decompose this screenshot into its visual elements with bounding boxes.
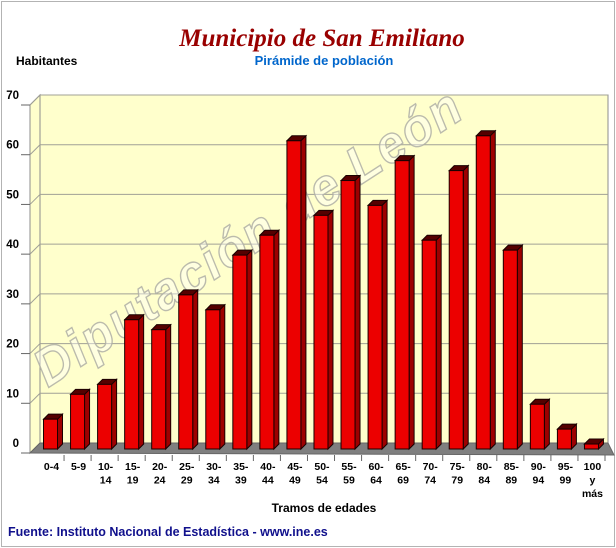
gridline-wall — [29, 392, 41, 404]
source-line: Fuente: Instituto Nacional de Estadístic… — [8, 525, 328, 539]
gridline-wall — [29, 343, 41, 354]
gridline-wall — [29, 144, 41, 156]
bar-100 y más — [583, 437, 605, 451]
bar-20-24 — [150, 323, 172, 451]
gridline-wall — [29, 293, 41, 305]
y-tick-label: 50 — [6, 189, 19, 201]
y-tick-label: 0 — [13, 438, 19, 450]
x-tick-label: 100 y más — [582, 461, 603, 500]
bar-70-74 — [420, 233, 443, 451]
x-tick-label: 60-64 — [368, 461, 384, 487]
x-tick-label: 55-59 — [341, 461, 357, 487]
x-tick-label: 65-69 — [396, 461, 412, 487]
bar-45-49 — [285, 134, 308, 451]
x-tick-label: 15-19 — [125, 461, 141, 487]
x-tick-label: 35-39 — [233, 461, 249, 487]
x-axis-title: Tramos de edades — [271, 501, 377, 515]
bar-0-4 — [42, 412, 64, 451]
x-tick-label: 95-99 — [558, 461, 574, 487]
plot-side-wall — [29, 93, 41, 455]
page-title: Municipio de San Emiliano — [179, 24, 465, 52]
y-axis-title: Habitantes — [16, 54, 78, 68]
bar-75-79 — [448, 164, 470, 451]
chart-subtitle: Pirámide de población — [254, 53, 394, 68]
bar-65-69 — [393, 154, 416, 451]
x-tick-label: 85-89 — [504, 461, 520, 487]
x-tick-label: 30-34 — [206, 461, 222, 487]
bar-5-9 — [69, 388, 91, 451]
x-tick-label: 70-74 — [423, 461, 439, 487]
x-tick-label: 20-24 — [152, 461, 168, 487]
x-tick-label: 40-44 — [260, 461, 276, 487]
bar-25-29 — [177, 288, 199, 451]
gridline-wall — [29, 243, 41, 255]
x-tick-label: 90-94 — [531, 461, 547, 487]
x-tick-label: 45-49 — [287, 461, 303, 487]
y-tick-label: 20 — [6, 339, 19, 351]
bar-30-34 — [204, 303, 226, 451]
y-tick-label: 30 — [6, 289, 19, 301]
bar-80-84 — [475, 129, 497, 451]
bar-85-89 — [502, 243, 524, 451]
x-tick-label: 75-79 — [450, 461, 466, 487]
y-tick-label: 70 — [6, 90, 19, 102]
bar-60-64 — [366, 199, 389, 451]
x-tick-label: 50-54 — [314, 461, 330, 487]
bar-90-94 — [529, 398, 551, 451]
y-tick-label: 60 — [6, 140, 19, 152]
bar-10-14 — [96, 378, 118, 451]
bar-40-44 — [258, 229, 281, 451]
x-tick-label: 5-9 — [71, 461, 86, 473]
bar-15-19 — [123, 313, 145, 451]
x-tick-label: 10-14 — [98, 461, 114, 487]
bar-55-59 — [339, 174, 362, 451]
y-tick-label: 10 — [6, 388, 19, 400]
x-tick-label: 0-4 — [44, 461, 59, 473]
x-tick-label: 80-84 — [477, 461, 493, 487]
x-tick-label: 25-29 — [179, 461, 195, 487]
bar-95-99 — [556, 422, 578, 451]
bar-50-54 — [312, 209, 335, 451]
gridline-wall — [29, 94, 41, 106]
bar-35-39 — [231, 248, 254, 451]
y-tick-label: 40 — [6, 239, 19, 251]
gridline-wall — [29, 194, 41, 205]
